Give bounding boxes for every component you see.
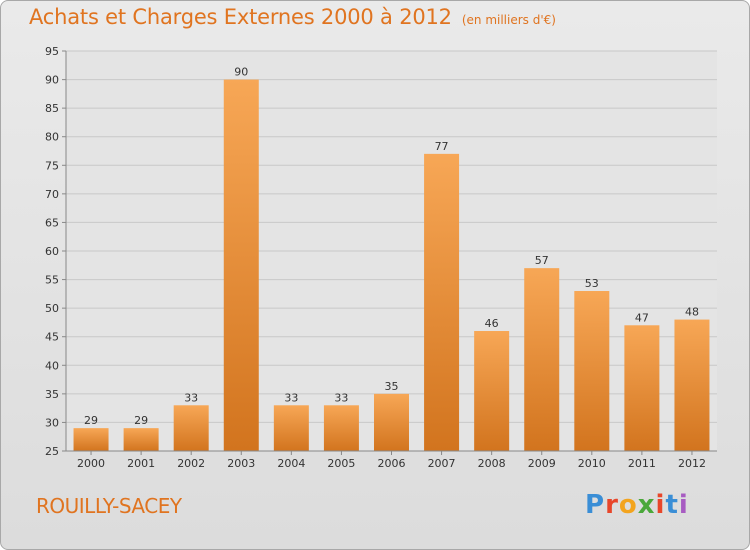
bar-2009	[524, 268, 560, 451]
bar-2000	[73, 428, 109, 451]
bar-2006	[374, 393, 409, 451]
logo-letter: o	[618, 490, 638, 520]
y-tick-label: 25	[45, 445, 59, 458]
value-label-2006: 35	[385, 380, 399, 393]
value-label-2009: 57	[535, 254, 549, 267]
x-tick-label-2002: 2002	[177, 457, 205, 470]
bar-2002	[173, 405, 209, 451]
y-tick-label: 90	[45, 74, 59, 87]
bar-2011	[624, 325, 660, 451]
bar-2010	[574, 291, 610, 451]
bar-2005	[323, 405, 359, 451]
y-tick-label: 75	[45, 159, 59, 172]
value-label-2010: 53	[585, 277, 599, 290]
value-label-2007: 77	[435, 140, 449, 153]
x-tick-label-2008: 2008	[478, 457, 506, 470]
x-tick-label-2012: 2012	[678, 457, 706, 470]
y-tick-label: 50	[45, 302, 59, 315]
x-tick-label-2000: 2000	[77, 457, 105, 470]
y-tick-label: 30	[45, 416, 59, 429]
value-label-2008: 46	[485, 317, 499, 330]
proxiti-logo: Proxiti	[585, 490, 689, 520]
x-tick-label-2011: 2011	[628, 457, 656, 470]
logo-letter: i	[678, 490, 689, 520]
y-tick-label: 60	[45, 245, 59, 258]
y-tick-label: 40	[45, 359, 59, 372]
y-tick-label: 80	[45, 131, 59, 144]
value-label-2003: 90	[234, 66, 248, 79]
x-tick-label-2004: 2004	[277, 457, 305, 470]
x-tick-label-2005: 2005	[327, 457, 355, 470]
y-tick-label: 95	[45, 45, 59, 58]
x-tick-label-2003: 2003	[227, 457, 255, 470]
place-name: ROUILLY-SACEY	[36, 494, 182, 518]
bar-2012	[674, 319, 710, 451]
title-unit: (en milliers d'€)	[461, 13, 556, 27]
logo-letter: x	[637, 490, 656, 520]
bar-2004	[273, 405, 309, 451]
bar-2008	[474, 331, 510, 451]
x-tick-label-2001: 2001	[127, 457, 155, 470]
bar-2003	[223, 79, 259, 452]
y-tick-label: 35	[45, 388, 59, 401]
logo-letter: t	[665, 490, 679, 520]
logo-letter: P	[585, 490, 606, 520]
x-tick-label-2009: 2009	[528, 457, 556, 470]
x-tick-label-2006: 2006	[378, 457, 406, 470]
y-tick-label: 85	[45, 102, 59, 115]
bar-2007	[424, 153, 460, 451]
title-text: Achats et Charges Externes 2000 à 2012	[29, 5, 452, 29]
bar-chart: 29 29 33 90 33 33 35 77 46 57 53 47 48 25 30 35 40 45 50 5…	[45, 45, 717, 470]
y-tick-label: 45	[45, 331, 59, 344]
value-label-2004: 33	[284, 391, 298, 404]
value-label-2000: 29	[84, 414, 98, 427]
value-label-2005: 33	[334, 391, 348, 404]
logo-letter: i	[655, 490, 666, 520]
value-label-2012: 48	[685, 306, 699, 319]
logo-letter: r	[605, 490, 619, 520]
x-tick-label-2010: 2010	[578, 457, 606, 470]
y-tick-label: 65	[45, 216, 59, 229]
chart-title: Achats et Charges Externes 2000 à 2012 (e…	[29, 5, 556, 29]
bar-2001	[123, 428, 159, 451]
x-tick-label-2007: 2007	[428, 457, 456, 470]
y-tick-label: 55	[45, 274, 59, 287]
value-label-2002: 33	[184, 391, 198, 404]
y-tick-label: 70	[45, 188, 59, 201]
value-label-2011: 47	[635, 311, 649, 324]
value-label-2001: 29	[134, 414, 148, 427]
